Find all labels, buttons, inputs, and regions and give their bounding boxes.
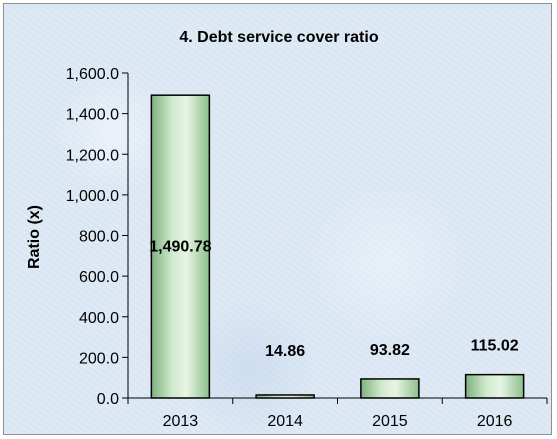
data-label: 1,490.78 — [149, 239, 211, 256]
y-tick-label: 1,000.0 — [66, 188, 119, 205]
bar — [464, 373, 525, 399]
y-tick-label: 1,200.0 — [66, 147, 119, 164]
bar — [150, 94, 211, 399]
y-tick-label: 1,400.0 — [66, 107, 119, 124]
x-tick-label: 2015 — [372, 413, 408, 430]
labels: 1,490.78 14.86 93.82 115.02 — [149, 239, 519, 360]
y-axis-title: Ratio (x) — [26, 205, 43, 269]
y-tick-label: 800.0 — [79, 229, 119, 246]
chart-title: 4. Debt service cover ratio — [179, 29, 378, 46]
y-tick-label: 600.0 — [79, 269, 119, 286]
x-tick-label: 2013 — [163, 413, 199, 430]
data-label: 115.02 — [471, 338, 519, 355]
bar — [255, 394, 315, 399]
bar — [360, 378, 420, 399]
y-tick-label: 200.0 — [79, 350, 119, 367]
data-label: 93.82 — [370, 342, 410, 359]
y-tick-label: 400.0 — [79, 310, 119, 327]
y-tick-label: 1,600.0 — [66, 66, 119, 83]
data-label: 14.86 — [265, 343, 305, 360]
bars — [150, 94, 525, 399]
x-tick-label: 2016 — [477, 413, 513, 430]
x-tick-label: 2014 — [267, 413, 303, 430]
axes: 0.0 200.0 400.0 600.0 800.0 1,000.0 1,200.0 1,4… — [66, 66, 548, 430]
y-tick-label: 0.0 — [97, 391, 119, 408]
chart-frame — [3, 3, 552, 435]
